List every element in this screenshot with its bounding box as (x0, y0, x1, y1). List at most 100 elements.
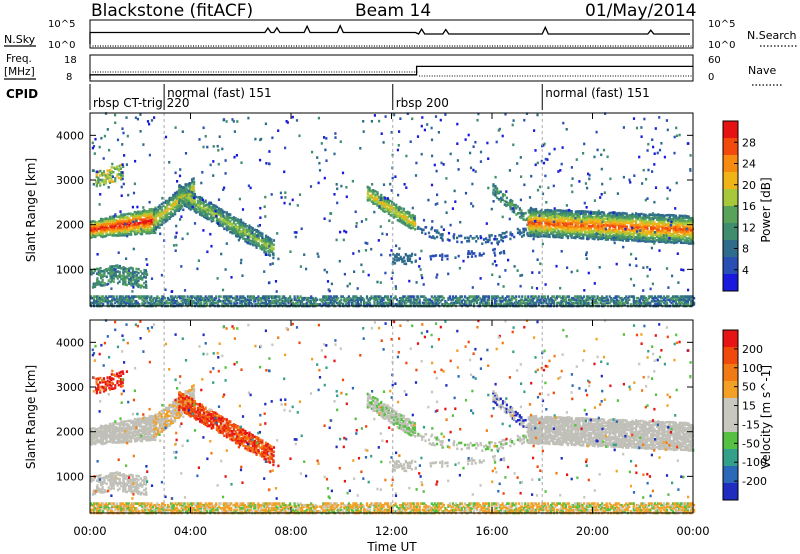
power-cell (171, 301, 174, 305)
power-cell (135, 283, 138, 287)
power-cell (457, 296, 460, 300)
power-cell (352, 296, 355, 300)
power-cell (465, 303, 468, 306)
power-cell (201, 296, 204, 300)
power-cell (593, 300, 596, 303)
power-cell (310, 300, 313, 303)
power-cell (597, 231, 600, 234)
power-cell (376, 301, 379, 305)
power-cell (172, 301, 176, 305)
power-cell (595, 221, 598, 225)
power-cell (537, 295, 540, 298)
power-cell (129, 230, 132, 233)
power-cell (267, 237, 270, 240)
power-cell (122, 165, 125, 168)
power-cell (628, 295, 631, 298)
power-cell (380, 132, 383, 135)
power-cell (234, 223, 237, 226)
power-cell (97, 280, 100, 283)
power-cell (403, 262, 406, 265)
power-cell (667, 228, 670, 231)
power-cell (276, 295, 280, 298)
power-cell (130, 280, 133, 284)
power-cell (103, 300, 106, 303)
power-cell (301, 303, 304, 306)
power-cell (572, 296, 575, 300)
power-cell (398, 219, 401, 223)
power-cell (109, 222, 112, 225)
power-cell (118, 274, 121, 277)
power-cell (185, 188, 188, 191)
power-cell (248, 226, 251, 230)
power-cell (398, 205, 401, 209)
power-cell (605, 301, 608, 305)
power-cell (531, 301, 534, 305)
power-cell (211, 217, 215, 221)
power-cell (600, 232, 604, 235)
power-cell (608, 224, 611, 227)
power-cell (617, 303, 620, 306)
power-cell (253, 234, 256, 238)
power-cell (612, 225, 615, 229)
power-cell (605, 298, 608, 301)
power-cell (592, 224, 595, 228)
power-cell (177, 207, 180, 211)
power-cell (587, 215, 591, 218)
power-cell (550, 209, 553, 212)
power-cell (573, 226, 576, 229)
power-cell (252, 295, 255, 298)
power-cell (657, 234, 661, 237)
power-cell (686, 219, 689, 223)
power-cell (372, 191, 375, 195)
power-cell (160, 202, 163, 206)
power-cell (424, 232, 427, 236)
power-cell (636, 214, 639, 217)
power-cell (130, 274, 133, 278)
power-cell (137, 271, 140, 275)
power-cell (621, 228, 625, 231)
power-cell (468, 295, 471, 298)
power-cell (383, 202, 386, 206)
power-cell (364, 301, 367, 305)
power-cell (141, 278, 144, 281)
power-cell (506, 295, 509, 298)
power-cell (148, 224, 152, 227)
power-cell (588, 226, 591, 230)
power-cell (234, 300, 237, 303)
power-cell (259, 247, 262, 250)
power-cell (591, 232, 595, 236)
power-cell (212, 204, 215, 207)
power-cell (482, 296, 485, 300)
power-cell (578, 225, 581, 229)
power-cell (659, 225, 662, 228)
power-cell (164, 215, 167, 219)
power-cell (114, 301, 117, 305)
power-cell (674, 219, 678, 222)
power-cell (511, 201, 514, 204)
power-cell (261, 295, 265, 298)
power-cell (144, 210, 147, 213)
power-cell (272, 247, 275, 250)
power-cell (195, 195, 198, 199)
power-cell (507, 300, 510, 303)
power-cell (627, 235, 630, 239)
power-cell (528, 301, 531, 305)
power-cell (597, 236, 600, 239)
power-cell (224, 295, 227, 298)
power-cell (191, 192, 194, 196)
power-cell (411, 252, 414, 256)
power-cell (225, 303, 228, 306)
power-cell (230, 227, 233, 230)
power-cell (595, 218, 598, 222)
power-cell (578, 232, 581, 235)
power-cell (593, 215, 596, 219)
power-cell (129, 212, 132, 216)
power-cell (147, 216, 150, 219)
power-cell (359, 295, 362, 298)
power-cell (100, 232, 103, 235)
power-cell (555, 218, 559, 222)
power-cell (105, 234, 108, 238)
power-cell (394, 209, 397, 213)
power-cell (225, 228, 228, 232)
power-cell (638, 225, 641, 229)
